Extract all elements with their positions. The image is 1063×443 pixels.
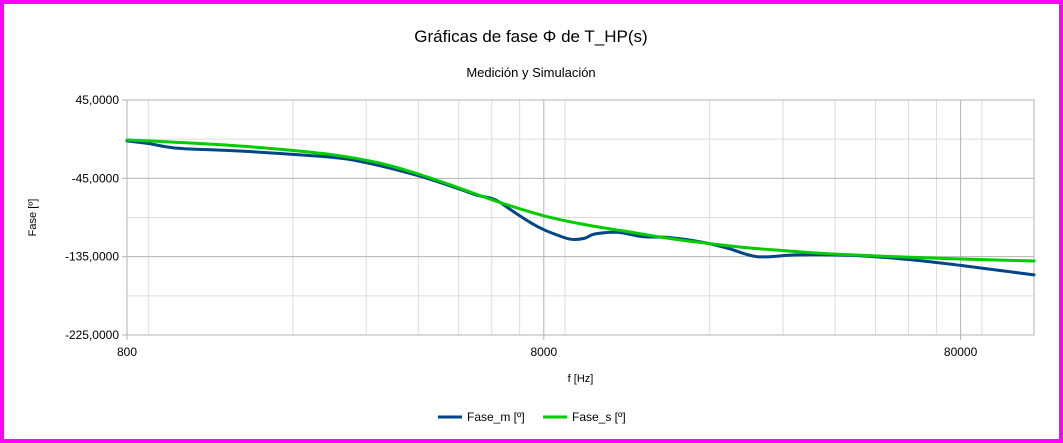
x-axis-ticks: 800 8000 80000	[117, 335, 978, 359]
x-tick-label: 8000	[530, 345, 557, 359]
legend: Fase_m [º] Fase_s [º]	[438, 410, 626, 424]
x-axis-label: f [Hz]	[568, 373, 594, 385]
y-axis-label: Fase [º]	[27, 199, 39, 237]
legend-label: Fase_m [º]	[467, 410, 525, 424]
y-tick-label: -225,0000	[65, 328, 119, 342]
chart-subtitle: Medición y Simulación	[466, 65, 595, 80]
x-tick-label: 80000	[944, 345, 978, 359]
series-fase-m-line	[125, 139, 1036, 277]
series-fase-s-line	[125, 138, 1036, 263]
y-axis-ticks: 45,0000 -45,0000 -135,0000 -225,0000	[65, 93, 127, 342]
plot-area	[126, 99, 1035, 336]
x-tick-label: 800	[117, 345, 137, 359]
y-tick-label: 45,0000	[76, 93, 120, 107]
series-layer	[125, 138, 1036, 277]
legend-label: Fase_s [º]	[572, 410, 626, 424]
y-tick-label: -135,0000	[65, 250, 119, 264]
minor-grid	[127, 100, 1034, 335]
y-tick-label: -45,0000	[72, 171, 120, 185]
phase-chart: Gráficas de fase Φ de T_HP(s) Medición y…	[27, 27, 1036, 424]
chart-title: Gráficas de fase Φ de T_HP(s)	[414, 27, 647, 46]
